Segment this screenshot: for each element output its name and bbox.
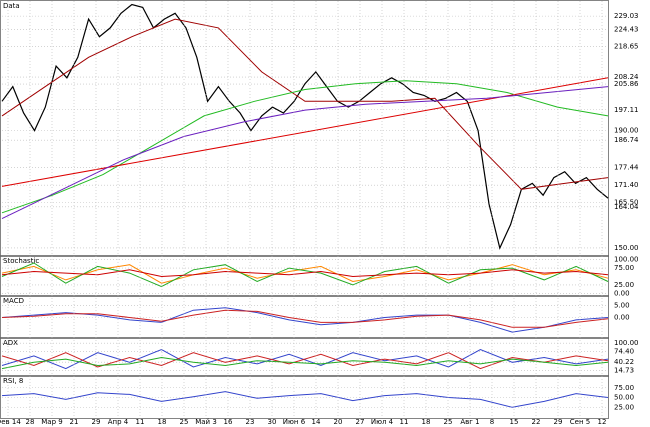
y-tick-label: 14.73 [614,366,634,374]
series-line [1,80,609,214]
x-tick-label: 11 [136,418,145,426]
series-line [1,3,609,250]
x-tick-label: 29 [92,418,101,426]
x-tick-label: 27 [356,418,365,426]
y-tick-label: 75.00 [614,384,634,392]
series-line [1,269,609,278]
x-tick-label: 18 [158,418,167,426]
x-tick-label: 15 [510,418,519,426]
y-tick-label: 229.03 [614,12,639,20]
y-tick-label: 224.43 [614,26,639,34]
x-tick-label: Авг 1 [460,418,479,426]
series-line [1,307,609,333]
x-tick-label: 18 [422,418,431,426]
series-line [1,264,609,284]
x-tick-label: 22 [532,418,541,426]
y-tick-label: 218.65 [614,43,639,51]
panel-frame [0,375,609,419]
panel-title: Data [3,2,20,10]
y-tick-label: 25.00 [614,403,634,411]
y-tick-label: 197.11 [614,106,639,114]
panel-title: MACD [3,297,24,305]
x-tick-label: 14 [312,418,321,426]
y-tick-label: 50.00 [614,394,634,402]
y-tick-label: 0.00 [614,289,630,297]
panel-title: RSI, 8 [3,377,23,385]
x-tick-label: Фев 14 [0,418,21,426]
x-tick-label: 25 [180,418,189,426]
x-tick-label: Мар 9 [41,418,62,426]
x-tick-label: 29 [554,418,563,426]
y-tick-label: 165.50 [614,198,639,206]
y-tick-label: 150.00 [614,244,639,252]
panel-frame [0,0,609,257]
y-tick-label: 205.86 [614,80,639,88]
y-tick-label: 40.22 [614,358,634,366]
y-tick-label: 75.00 [614,264,634,272]
x-tick-label: 16 [224,418,233,426]
x-tick-label: 20 [334,418,343,426]
x-tick-label: 23 [246,418,255,426]
y-tick-label: 186.74 [614,136,639,144]
y-tick-label: 25.00 [614,281,634,289]
x-tick-label: 12 [598,418,607,426]
series-line [1,18,609,190]
panel-title: Stochastic [3,257,39,265]
x-tick-label: 25 [444,418,453,426]
series-line [1,391,609,408]
x-tick-label: 28 [26,418,35,426]
panel-frame [0,337,609,377]
x-tick-label: 8 [490,418,494,426]
y-tick-label: 171.40 [614,181,639,189]
series-line [1,309,609,328]
y-tick-label: 190.00 [614,127,639,135]
panel-frame [0,295,609,339]
y-tick-label: 164.04 [614,203,639,211]
x-tick-label: Май 3 [195,418,217,426]
panel-frame [0,255,609,297]
x-tick-label: Сен 5 [570,418,590,426]
series-line [1,262,609,288]
y-tick-label: 74.40 [614,347,634,355]
x-tick-label: 21 [70,418,79,426]
y-tick-label: 177.44 [614,163,639,171]
x-tick-label: Апр 4 [108,418,129,426]
y-tick-label: 100.00 [614,339,639,347]
x-tick-label: Июл 4 [371,418,394,426]
y-tick-label: 208.24 [614,73,639,81]
series-line [1,356,609,370]
panel-title: ADX [3,339,18,347]
x-tick-label: 11 [400,418,409,426]
series-line [1,86,609,220]
x-tick-label: 30 [268,418,277,426]
y-tick-label: 0.00 [614,314,630,322]
x-tick-label: Июн 6 [283,418,306,426]
y-tick-label: 100.00 [614,256,639,264]
y-tick-label: 5.00 [614,301,630,309]
